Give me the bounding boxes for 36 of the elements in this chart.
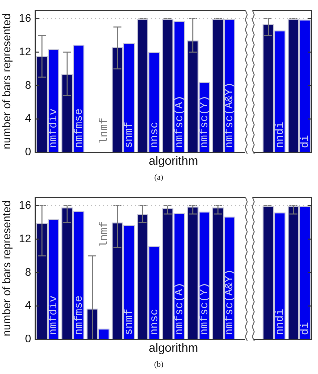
category-label: snmf (124, 309, 136, 336)
y-tick-label: 4 (25, 300, 32, 312)
y-tick-label: 16 (19, 200, 32, 212)
category-label: nmfsc(A&Y) (224, 269, 237, 336)
category-label: nmfsc(A) (174, 96, 186, 148)
category-label: lnmf (98, 221, 111, 248)
category-label: nmfsc(A&Y) (224, 82, 237, 148)
y-axis-title: number of bars represented (2, 14, 14, 150)
text: (a) (154, 173, 164, 182)
category-label: nndi (274, 122, 287, 148)
category-label: di (300, 322, 312, 336)
category-label: nmfdiv (48, 296, 61, 336)
category-label: nndi (274, 309, 287, 336)
category-label: nmfsc(Y) (200, 96, 212, 148)
category-label: di (300, 135, 312, 148)
category-label: nmfsc(A) (174, 282, 186, 336)
category-label: nmfdiv (48, 108, 61, 148)
category-label: snmf (124, 122, 136, 148)
y-tick-label: 12 (19, 46, 32, 58)
y-axis-title: number of bars represented (2, 200, 14, 336)
category-label: lnmf (98, 118, 111, 144)
category-label: nmfsc(Y) (200, 282, 212, 336)
y-tick-label: 4 (25, 113, 32, 126)
y-tick-label: 0 (25, 334, 32, 346)
category-label: nnsc (149, 122, 162, 148)
category-label: nmfmse (74, 108, 86, 148)
y-tick-label: 16 (19, 12, 32, 25)
category-label: nmfmse (74, 296, 86, 336)
y-tick-label: 8 (25, 266, 32, 279)
x-axis-title: algorithm (149, 154, 198, 168)
y-tick-label: 0 (25, 146, 32, 159)
y-tick-label: 12 (19, 233, 32, 246)
y-tick-label: 8 (25, 80, 32, 92)
category-label: nnsc (149, 309, 162, 336)
text: (b) (153, 360, 165, 369)
x-axis-title: algorithm (149, 341, 198, 356)
